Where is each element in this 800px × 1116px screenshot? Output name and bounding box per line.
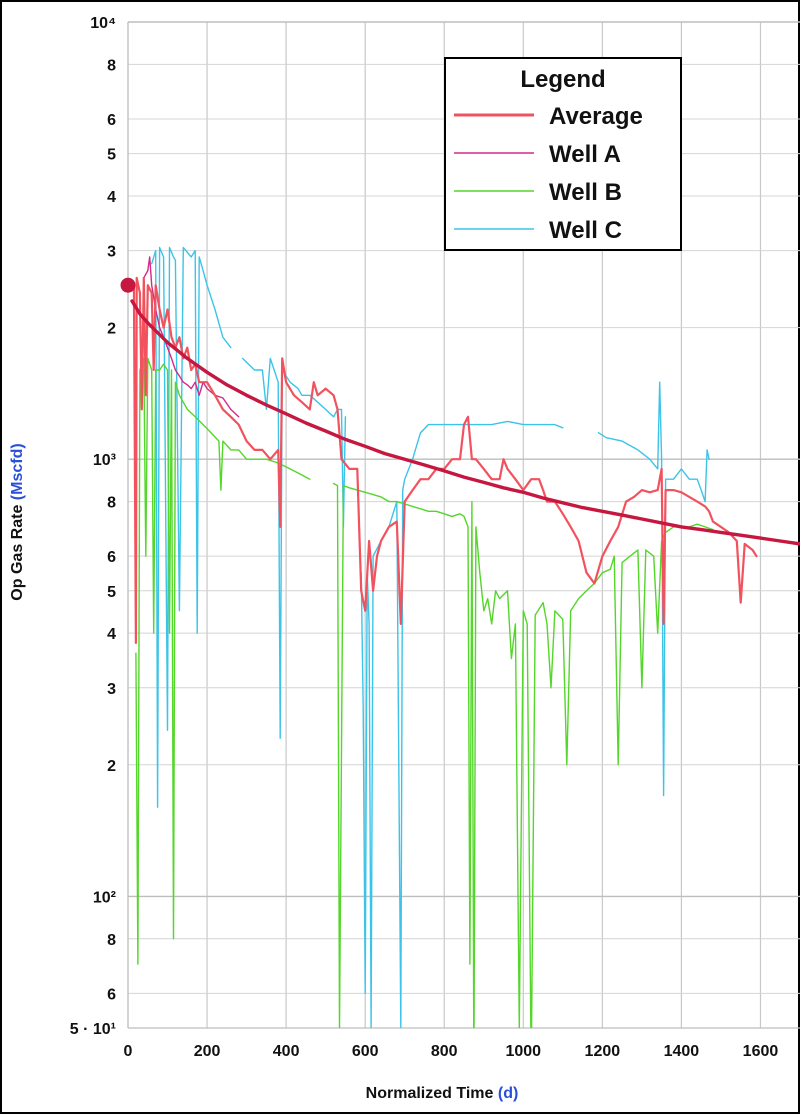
series-line-path bbox=[135, 357, 311, 965]
y-tick-label: 4 bbox=[107, 189, 116, 206]
y-axis-unit: (Mscfd) bbox=[9, 443, 26, 500]
legend-box bbox=[444, 57, 682, 251]
legend: Legend Average Well A Well B Well C bbox=[444, 57, 682, 251]
x-axis-title: Normalized Time (d) bbox=[366, 1085, 519, 1102]
series-line-path bbox=[132, 276, 758, 644]
legend-label: Average bbox=[549, 103, 643, 130]
legend-title: Legend bbox=[520, 66, 605, 93]
x-tick-label: 1600 bbox=[743, 1043, 779, 1060]
fit-start-marker bbox=[120, 277, 136, 293]
y-tick-label: 10³ bbox=[93, 452, 116, 469]
x-axis-unit: (d) bbox=[498, 1085, 518, 1102]
y-tick-label: 10² bbox=[93, 889, 116, 906]
x-tick-label: 800 bbox=[431, 1043, 458, 1060]
series-line-path bbox=[241, 357, 347, 739]
series-line-path bbox=[151, 246, 232, 808]
y-tick-label: 2 bbox=[107, 321, 116, 338]
y-tick-label: 2 bbox=[107, 758, 116, 775]
x-tick-label: 600 bbox=[352, 1043, 379, 1060]
y-tick-label: 8 bbox=[107, 57, 116, 74]
y-tick-label: 3 bbox=[107, 681, 116, 698]
y-tick-label: 8 bbox=[107, 932, 116, 949]
fit-line-path bbox=[130, 299, 800, 546]
legend-label: Well C bbox=[549, 217, 622, 244]
y-tick-label: 3 bbox=[107, 244, 116, 261]
y-axis-title: Op Gas Rate (Mscfd) bbox=[9, 443, 26, 600]
x-tick-label: 200 bbox=[194, 1043, 221, 1060]
x-tick-label: 400 bbox=[273, 1043, 300, 1060]
x-axis-label: Normalized Time bbox=[366, 1085, 494, 1102]
legend-label: Well A bbox=[549, 141, 621, 168]
series-line-path bbox=[360, 420, 564, 1028]
series-line-path bbox=[143, 256, 240, 418]
x-tick-label: 1000 bbox=[505, 1043, 541, 1060]
series-line-path bbox=[332, 482, 714, 1028]
y-tick-label: 6 bbox=[107, 986, 116, 1003]
y-tick-label: 6 bbox=[107, 112, 116, 129]
y-tick-labels: 5 · 10¹ 6 8 10² 2 3 4 5 6 8 10³ 2 3 4 5 6 8 10⁴ bbox=[70, 15, 116, 1038]
series-well-b bbox=[135, 357, 714, 1028]
y-tick-label: 4 bbox=[107, 626, 116, 643]
x-tick-label: 0 bbox=[124, 1043, 133, 1060]
y-tick-label: 5 bbox=[107, 147, 116, 164]
series-well-a bbox=[143, 256, 240, 418]
y-tick-label: 10⁴ bbox=[90, 15, 116, 32]
x-tick-label: 1200 bbox=[585, 1043, 621, 1060]
x-tick-labels: 0 200 400 600 800 1000 1200 1400 1600 bbox=[124, 1043, 779, 1060]
fit-curve bbox=[130, 299, 800, 546]
plot-area bbox=[130, 246, 800, 1028]
series-average bbox=[132, 276, 758, 644]
series-well-c bbox=[151, 246, 710, 1028]
y-tick-label: 5 bbox=[107, 584, 116, 601]
y-tick-label: 5 · 10¹ bbox=[70, 1021, 116, 1038]
y-tick-label: 6 bbox=[107, 549, 116, 566]
y-tick-label: 8 bbox=[107, 495, 116, 512]
x-tick-label: 1400 bbox=[664, 1043, 700, 1060]
y-axis-label: Op Gas Rate bbox=[9, 505, 26, 601]
series-line-path bbox=[597, 381, 710, 797]
legend-label: Well B bbox=[549, 179, 622, 206]
